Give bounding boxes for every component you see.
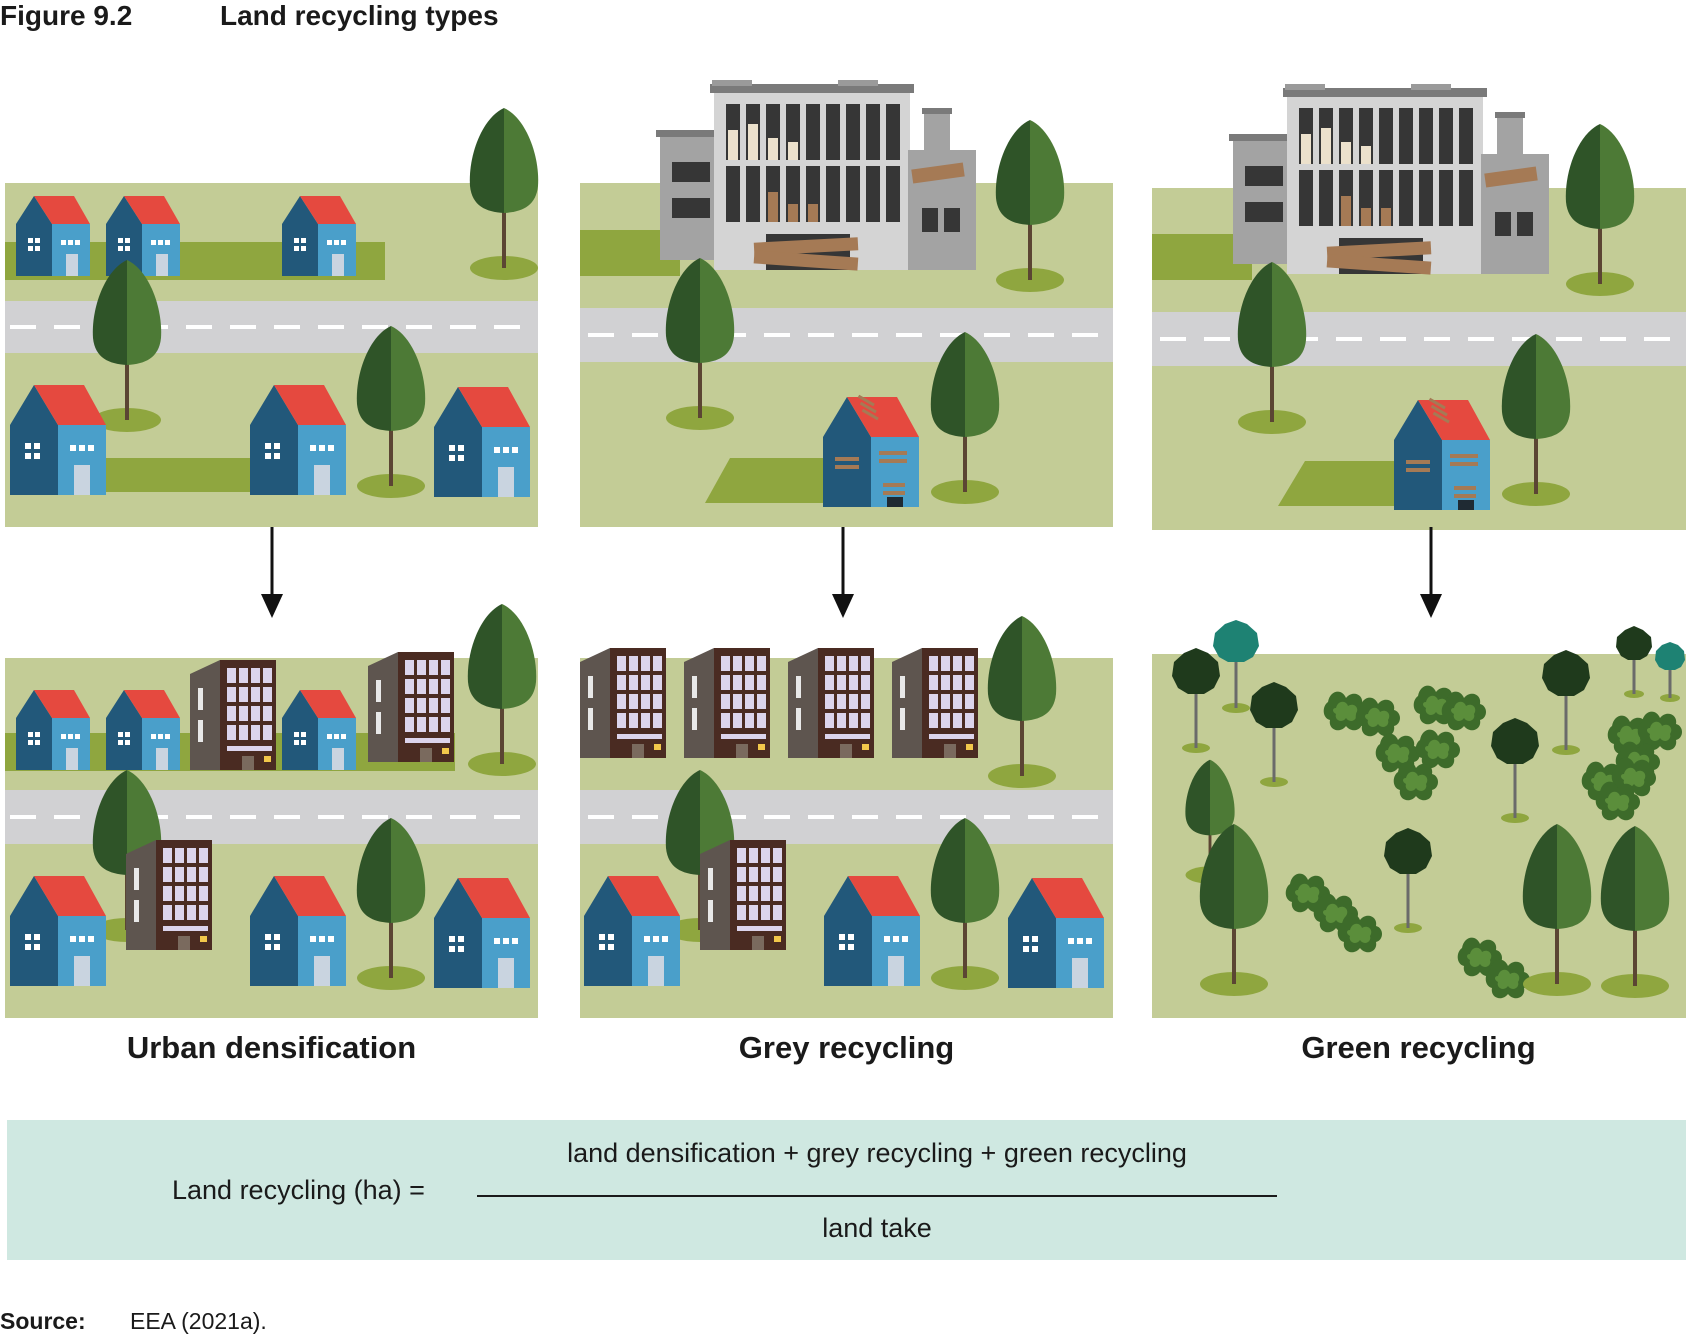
green-after-panel xyxy=(1152,620,1686,1018)
formula-box: Land recycling (ha) = land densification… xyxy=(7,1120,1686,1260)
label-urban-densification: Urban densification xyxy=(126,1030,417,1065)
figure-number: Figure 9.2 xyxy=(0,0,133,31)
green-before-panel xyxy=(1152,84,1686,530)
formula-lhs: Land recycling (ha) = xyxy=(172,1175,425,1205)
source-note: Source: EEA (2021a). xyxy=(0,1308,267,1335)
grey-after-panel xyxy=(580,616,1113,1018)
fraction-bar xyxy=(477,1195,1277,1197)
formula-numerator: land densification + grey recycling + gr… xyxy=(567,1138,1187,1168)
urban-before-panel xyxy=(5,108,539,527)
urban-after-panel xyxy=(5,604,538,1018)
formula-denominator: land take xyxy=(822,1213,932,1243)
label-grey-recycling: Grey recycling xyxy=(738,1030,955,1065)
label-green-recycling: Green recycling xyxy=(1301,1030,1536,1065)
source-text: EEA (2021a). xyxy=(130,1308,267,1334)
figure-title: Land recycling types xyxy=(220,0,499,31)
source-label: Source: xyxy=(0,1308,86,1334)
transition-arrows xyxy=(261,527,1442,618)
grey-before-panel xyxy=(580,80,1113,527)
